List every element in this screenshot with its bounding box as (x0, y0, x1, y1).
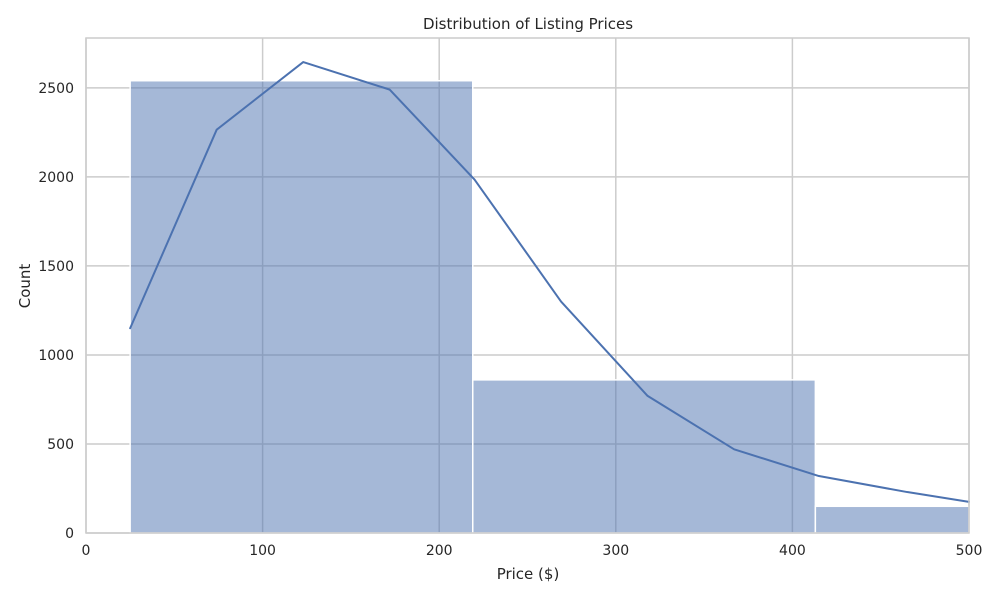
x-tick-label: 200 (426, 543, 453, 559)
kde-line (129, 61, 970, 503)
y-tick-label: 2500 (38, 81, 74, 97)
y-tick-label: 500 (47, 437, 74, 453)
y-tick-label: 2000 (38, 170, 74, 186)
tick-labels: 0 100 200 300 400 500 0 500 1000 1500 2000 2500 (38, 81, 982, 559)
histogram-bar-1 (129, 79, 474, 534)
y-tick-label: 1500 (38, 259, 74, 275)
x-tick-label: 100 (249, 543, 276, 559)
x-tick-label: 500 (956, 543, 983, 559)
y-tick-label: 0 (65, 526, 74, 542)
x-tick-label: 400 (779, 543, 806, 559)
x-tick-label: 0 (82, 543, 91, 559)
y-axis-title: Count (16, 264, 34, 309)
histogram-bar-3 (814, 505, 970, 534)
histogram-bar-2 (472, 379, 817, 534)
kde-curve-group (129, 61, 970, 503)
x-axis-title: Price ($) (497, 565, 560, 583)
y-tick-label: 1000 (38, 348, 74, 364)
plot-frame (85, 37, 970, 534)
chart-title: Distribution of Listing Prices (423, 15, 633, 33)
x-tick-label: 300 (602, 543, 629, 559)
